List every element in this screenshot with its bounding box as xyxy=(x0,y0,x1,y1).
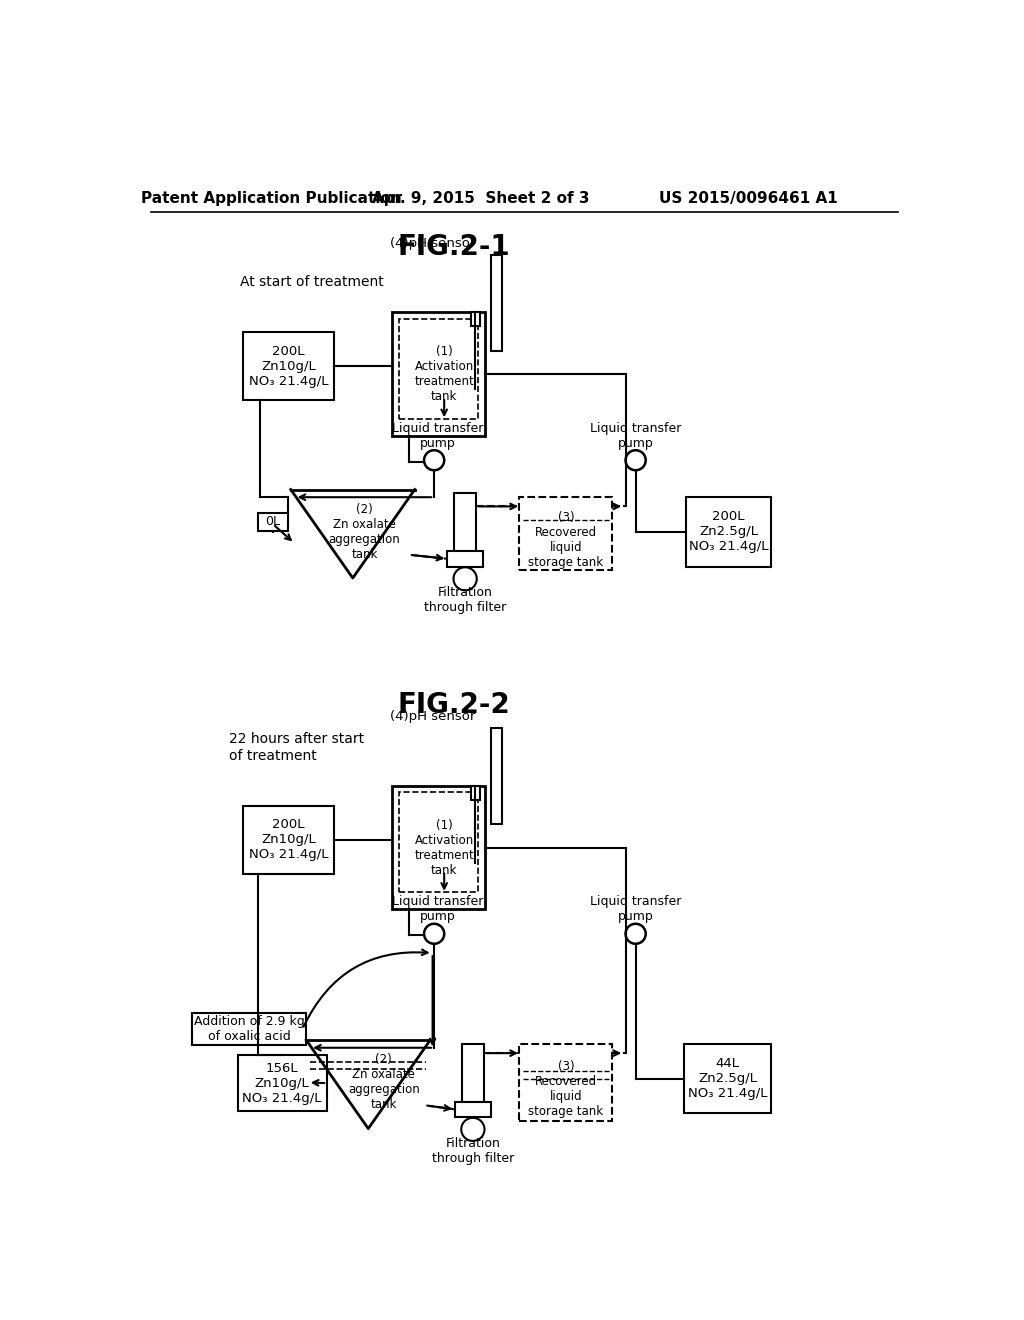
Circle shape xyxy=(424,924,444,944)
Circle shape xyxy=(626,924,646,944)
Bar xyxy=(399,318,478,418)
Bar xyxy=(258,512,288,531)
Circle shape xyxy=(626,450,646,470)
Text: (1)
Activation
treatment
tank: (1) Activation treatment tank xyxy=(415,345,474,403)
Bar xyxy=(455,1102,490,1117)
Text: 200L
Zn2.5g/L
NO₃ 21.4g/L: 200L Zn2.5g/L NO₃ 21.4g/L xyxy=(689,511,768,553)
Text: FIG.2-1: FIG.2-1 xyxy=(397,232,510,261)
Text: At start of treatment: At start of treatment xyxy=(241,275,384,289)
Bar xyxy=(243,333,334,400)
Bar xyxy=(455,494,476,552)
Bar xyxy=(447,552,483,566)
Text: 44L
Zn2.5g/L
NO₃ 21.4g/L: 44L Zn2.5g/L NO₃ 21.4g/L xyxy=(688,1057,768,1100)
Text: Liquid transfer
pump: Liquid transfer pump xyxy=(392,421,483,450)
Text: Filtration
through filter: Filtration through filter xyxy=(424,586,506,614)
Bar xyxy=(686,498,771,566)
Bar xyxy=(391,313,484,436)
Bar xyxy=(471,313,480,326)
Bar xyxy=(490,729,502,825)
Text: (4)pH sensor: (4)pH sensor xyxy=(390,236,475,249)
Text: 200L
Zn10g/L
NO₃ 21.4g/L: 200L Zn10g/L NO₃ 21.4g/L xyxy=(249,818,328,862)
Text: FIG.2-2: FIG.2-2 xyxy=(397,692,510,719)
Text: Liquid transfer
pump: Liquid transfer pump xyxy=(590,421,681,450)
Circle shape xyxy=(461,1118,484,1140)
Bar xyxy=(684,1044,771,1113)
Text: 156L
Zn10g/L
NO₃ 21.4g/L: 156L Zn10g/L NO₃ 21.4g/L xyxy=(243,1061,322,1105)
Circle shape xyxy=(424,450,444,470)
Bar xyxy=(391,785,484,909)
Text: Addition of 2.9 kg
of oxalic acid: Addition of 2.9 kg of oxalic acid xyxy=(194,1015,304,1043)
Text: (3)
Recovered
liquid
storage tank: (3) Recovered liquid storage tank xyxy=(528,511,603,569)
Bar xyxy=(243,807,334,874)
Text: 0L: 0L xyxy=(265,515,281,528)
Bar xyxy=(191,1014,306,1045)
Text: (2)
Zn oxalate
aggregation
tank: (2) Zn oxalate aggregation tank xyxy=(329,503,400,561)
Bar xyxy=(399,792,478,892)
Text: Liquid transfer
pump: Liquid transfer pump xyxy=(392,895,483,923)
Text: (1)
Activation
treatment
tank: (1) Activation treatment tank xyxy=(415,818,474,876)
Text: 22 hours after start
of treatment: 22 hours after start of treatment xyxy=(228,733,364,763)
Text: Filtration
through filter: Filtration through filter xyxy=(432,1137,514,1166)
Bar xyxy=(462,1044,483,1102)
Bar xyxy=(238,1056,328,1111)
Bar xyxy=(490,255,502,351)
Text: Patent Application Publication: Patent Application Publication xyxy=(141,191,401,206)
Bar xyxy=(471,785,480,800)
Text: (3)
Recovered
liquid
storage tank: (3) Recovered liquid storage tank xyxy=(528,1060,603,1118)
Circle shape xyxy=(454,568,477,590)
Text: Liquid transfer
pump: Liquid transfer pump xyxy=(590,895,681,923)
Text: Apr. 9, 2015  Sheet 2 of 3: Apr. 9, 2015 Sheet 2 of 3 xyxy=(372,191,590,206)
Text: (2)
Zn oxalate
aggregation
tank: (2) Zn oxalate aggregation tank xyxy=(348,1053,420,1111)
Bar xyxy=(519,1044,612,1121)
Bar xyxy=(519,498,612,570)
Text: 200L
Zn10g/L
NO₃ 21.4g/L: 200L Zn10g/L NO₃ 21.4g/L xyxy=(249,345,328,388)
Text: (4)pH sensor: (4)pH sensor xyxy=(390,710,475,723)
Text: US 2015/0096461 A1: US 2015/0096461 A1 xyxy=(658,191,838,206)
